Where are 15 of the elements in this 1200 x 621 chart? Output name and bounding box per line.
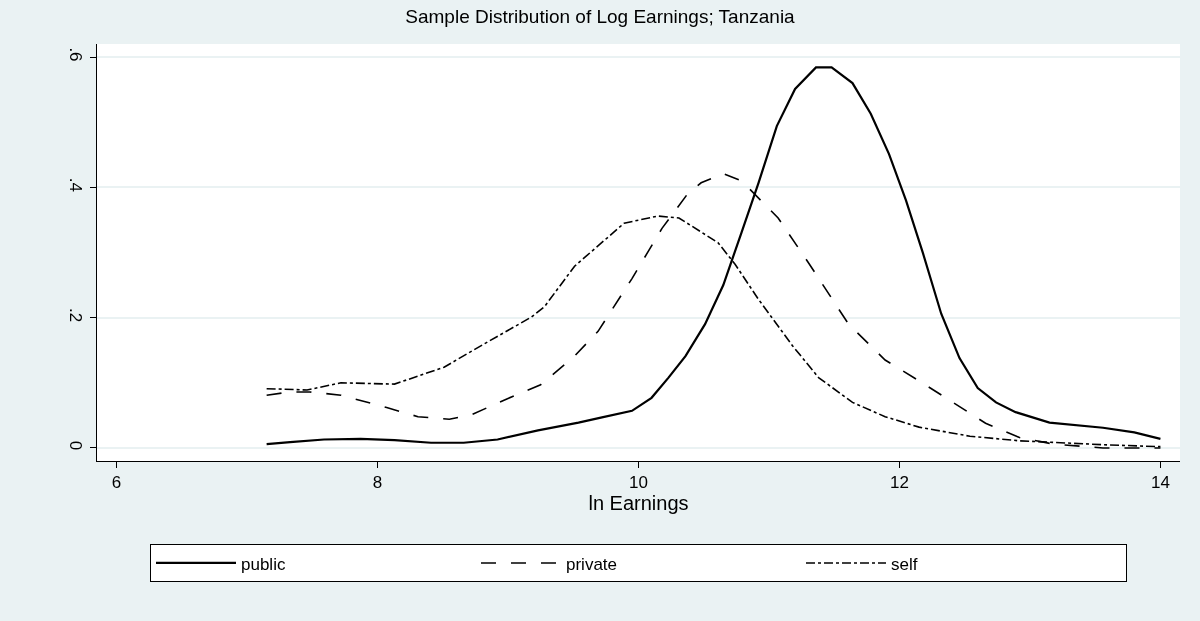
legend-label: self (891, 554, 918, 574)
x-tick-label: 8 (372, 473, 383, 493)
legend-label: private (566, 554, 618, 574)
line-series (265, 66, 1162, 446)
y-tick-label: 0 (65, 440, 85, 451)
x-axis-title: ln Earnings (588, 492, 689, 515)
x-tick-label: 6 (111, 473, 122, 493)
y-tick-label: .2 (65, 308, 85, 323)
x-tick-label: 10 (629, 473, 648, 493)
x-tick-label: 12 (890, 473, 909, 493)
x-tick-label: 14 (1150, 473, 1170, 493)
chart-title: Sample Distribution of Log Earnings; Tanzania (405, 5, 796, 27)
legend-label: public (241, 554, 286, 574)
y-tick-label: .6 (65, 47, 85, 62)
y-tick-label: .4 (65, 177, 85, 192)
